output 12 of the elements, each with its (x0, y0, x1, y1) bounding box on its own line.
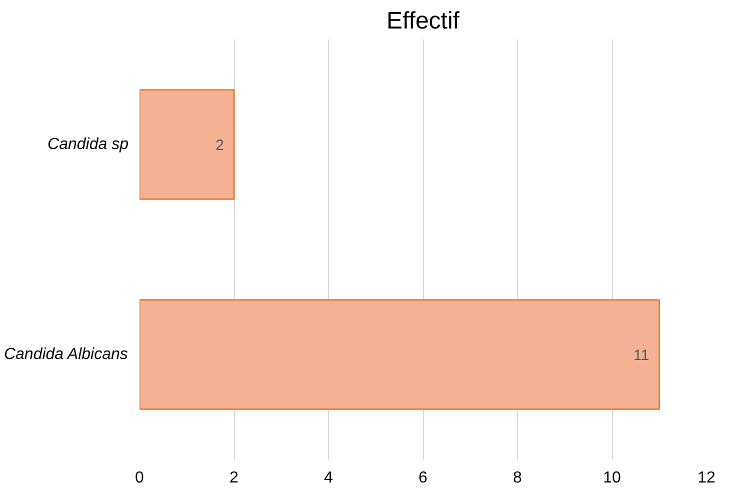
x-tick-label: 0 (135, 470, 144, 486)
y-tick-label: Candida sp (48, 136, 129, 153)
x-tick-label: 12 (698, 470, 716, 486)
data-label: 11 (634, 347, 650, 364)
x-tick-label: 4 (324, 470, 334, 486)
chart-title: Effectif (386, 8, 460, 34)
x-tick-label: 6 (418, 470, 428, 486)
x-tick-label: 2 (230, 470, 239, 486)
x-tick-label: 10 (603, 470, 621, 486)
x-tick-label: 8 (513, 470, 522, 486)
y-tick-label: Candida Albicans (4, 346, 128, 363)
data-label: 2 (216, 137, 224, 154)
